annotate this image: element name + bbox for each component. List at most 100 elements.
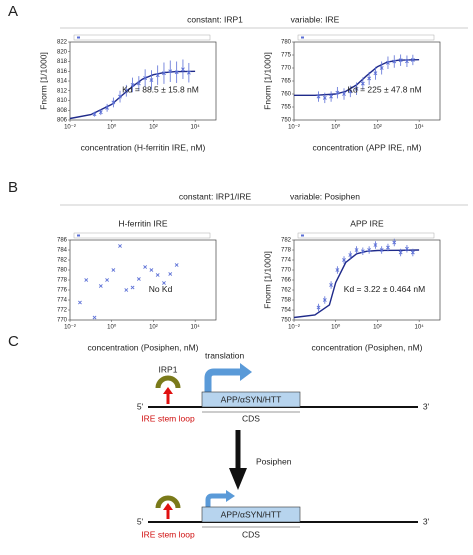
x-tick-label: 10⁴ bbox=[191, 324, 201, 331]
x-tick-label: 10⁰ bbox=[107, 124, 117, 131]
cds-label: CDS bbox=[242, 413, 260, 423]
gene-label: APP/αSYN/HTT bbox=[221, 394, 282, 404]
y-tick-label: 760 bbox=[281, 92, 292, 98]
data-point bbox=[405, 59, 409, 64]
fit-curve bbox=[294, 59, 420, 96]
legend-box bbox=[73, 232, 211, 239]
y-tick-label: 755 bbox=[281, 105, 292, 111]
data-point bbox=[348, 253, 353, 257]
x-axis-label: concentration (APP IRE, nM) bbox=[313, 142, 422, 152]
y-tick-label: 770 bbox=[281, 66, 292, 72]
translation-arrow bbox=[204, 368, 240, 392]
y-tick-label: 808 bbox=[57, 108, 68, 114]
x-tick-label: 10⁰ bbox=[107, 324, 117, 331]
data-point bbox=[136, 81, 141, 86]
data-point bbox=[155, 73, 160, 78]
y-tick-label: 776 bbox=[57, 288, 68, 294]
data-point bbox=[335, 90, 340, 95]
data-point bbox=[98, 284, 103, 288]
y-tick-label: 822 bbox=[57, 40, 68, 46]
translation-arrow-head bbox=[240, 363, 252, 381]
data-point bbox=[118, 244, 122, 248]
data-point bbox=[105, 105, 110, 110]
cds-box bbox=[201, 391, 301, 408]
annotation: Kd = 225 ± 47.8 nM bbox=[347, 85, 421, 95]
data-point bbox=[322, 298, 327, 302]
y-tick-label: 775 bbox=[281, 53, 292, 59]
chart: 806 808 810 812 814 816 818 820 822 10⁻² 10⁰ 10² 10⁴… bbox=[38, 34, 217, 152]
data-point bbox=[342, 258, 346, 262]
ire-arrow-head bbox=[163, 503, 173, 510]
data-point bbox=[143, 265, 148, 269]
treatment-arrow-head bbox=[229, 468, 247, 490]
chart: 770 772 774 776 778 780 782 784 786 10⁻² 10⁰ 10² 10⁴… bbox=[57, 218, 217, 352]
annotation: Kd = 88.5 ± 15.8 nM bbox=[122, 85, 199, 95]
chart: 750 755 760 765 770 775 780 10⁻² 10⁰ 10² 10⁴ concen… bbox=[262, 34, 441, 152]
legend-box bbox=[297, 232, 435, 239]
y-tick-label: 766 bbox=[281, 278, 292, 284]
y-tick-label: 778 bbox=[281, 248, 292, 254]
legend-swatch bbox=[77, 36, 80, 39]
data-point bbox=[335, 268, 340, 272]
data-point bbox=[348, 89, 353, 94]
chart-subtitle: H-ferritin IRE bbox=[118, 218, 167, 228]
data-point bbox=[149, 268, 154, 272]
data-point bbox=[360, 81, 365, 86]
irp1-icon bbox=[155, 495, 181, 509]
x-tick-label: 10² bbox=[149, 325, 158, 331]
chart-subtitle: APP IRE bbox=[350, 218, 384, 228]
y-axis-label: Fnorm [1/1000] bbox=[262, 52, 272, 110]
header-variable: variable: IRE bbox=[291, 14, 340, 24]
panel-label: A bbox=[8, 3, 18, 20]
data-point bbox=[405, 246, 409, 251]
data-point bbox=[111, 100, 116, 105]
cds-box bbox=[201, 506, 301, 523]
y-tick-label: 774 bbox=[281, 258, 292, 264]
data-point bbox=[392, 59, 397, 64]
plot-frame bbox=[293, 239, 441, 321]
gene-label: APP/αSYN/HTT bbox=[221, 509, 282, 519]
x-tick-label: 10² bbox=[373, 125, 382, 131]
data-point bbox=[111, 268, 116, 272]
legend-box bbox=[297, 34, 435, 41]
y-tick-label: 812 bbox=[57, 88, 68, 94]
x-tick-label: 10⁴ bbox=[415, 124, 425, 131]
data-point bbox=[162, 281, 166, 285]
five-prime: 5' bbox=[137, 401, 144, 411]
x-tick-label: 10⁰ bbox=[331, 124, 341, 131]
x-axis-label: concentration (Posiphen, nM) bbox=[311, 342, 422, 352]
data-point bbox=[392, 240, 397, 245]
data-point bbox=[398, 250, 403, 255]
translation-arrow bbox=[205, 493, 226, 507]
y-tick-label: 784 bbox=[57, 248, 68, 254]
y-tick-label: 772 bbox=[57, 308, 68, 314]
x-tick-label: 10⁰ bbox=[331, 324, 341, 331]
x-tick-label: 10⁻² bbox=[288, 325, 300, 331]
data-point bbox=[329, 283, 334, 287]
header-variable: variable: Posiphen bbox=[290, 191, 360, 201]
x-axis-label: concentration (H-ferritin IRE, nM) bbox=[81, 142, 206, 152]
data-point bbox=[322, 95, 327, 100]
y-tick-label: 774 bbox=[57, 298, 68, 304]
data-point bbox=[379, 66, 384, 70]
y-tick-label: 780 bbox=[57, 268, 68, 274]
legend-swatch bbox=[77, 234, 80, 237]
data-point bbox=[168, 272, 173, 276]
y-tick-label: 786 bbox=[57, 238, 68, 244]
y-tick-label: 778 bbox=[57, 278, 68, 284]
y-tick-label: 782 bbox=[57, 258, 68, 264]
y-tick-label: 750 bbox=[281, 118, 292, 124]
data-point bbox=[130, 82, 135, 87]
annotation: Kd = 3.22 ± 0.464 nM bbox=[344, 284, 425, 294]
data-point bbox=[130, 285, 135, 290]
loop-label: IRE stem loop bbox=[141, 529, 195, 539]
data-point bbox=[354, 248, 359, 252]
three-prime: 3' bbox=[423, 516, 430, 526]
data-point bbox=[78, 300, 82, 305]
x-tick-label: 10² bbox=[373, 325, 382, 331]
panel-label: B bbox=[8, 179, 18, 196]
data-point bbox=[367, 76, 372, 81]
y-tick-label: 806 bbox=[57, 118, 68, 124]
data-point bbox=[149, 78, 154, 82]
